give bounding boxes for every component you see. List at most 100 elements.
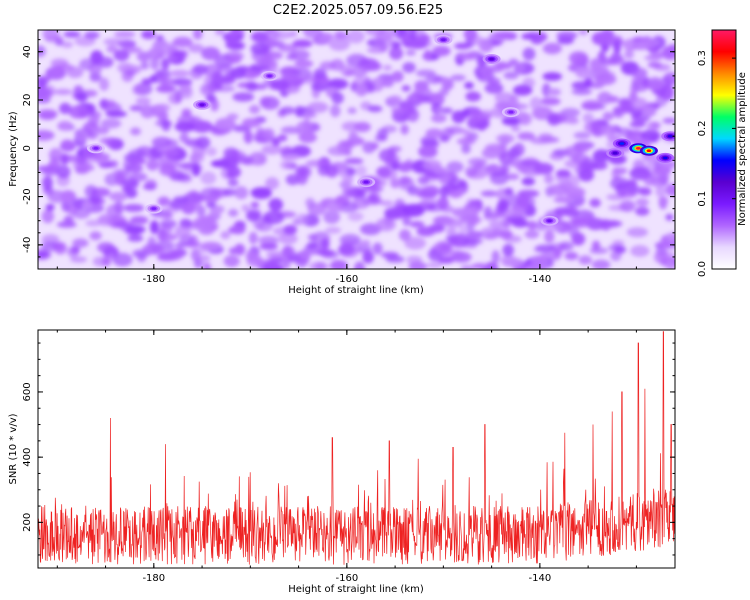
heatmap-cell (461, 143, 471, 154)
snr-frame (37, 329, 676, 569)
snr-x-axis-label: Height of straight line (km) (288, 584, 424, 595)
heatmap-x-tick-label: -160 (335, 274, 358, 285)
heatmap-cell (103, 38, 124, 46)
heatmap-cell (610, 177, 629, 190)
heatmap-cell (391, 70, 404, 83)
heatmap-cell (149, 220, 159, 235)
heatmap-cell (98, 213, 112, 227)
heatmap-cell (654, 250, 669, 264)
heatmap-cell (234, 243, 246, 256)
heatmap-cell (430, 113, 447, 123)
heatmap-cell (394, 198, 406, 211)
heatmap-cell (456, 52, 476, 61)
heatmap-hotspot (663, 156, 668, 160)
heatmap-cell (463, 30, 478, 41)
heatmap-cell (434, 106, 443, 113)
heatmap-cell (515, 86, 532, 95)
heatmap-cell (89, 231, 102, 241)
heatmap-cell (542, 42, 562, 55)
heatmap-cell (294, 105, 305, 118)
heatmap-cell (259, 242, 278, 251)
heatmap-cell (109, 191, 128, 202)
heatmap-cell (353, 261, 366, 269)
heatmap-cell (362, 198, 384, 206)
heatmap-cell (573, 131, 591, 139)
heatmap-cell (355, 165, 367, 177)
heatmap-cell (565, 187, 586, 198)
heatmap-cell (348, 131, 359, 142)
heatmap-cell (296, 213, 309, 225)
heatmap-cell (327, 200, 338, 213)
heatmap-cell (378, 148, 396, 163)
heatmap-cell (297, 73, 309, 80)
heatmap-cell (307, 233, 318, 241)
heatmap-cell (245, 250, 259, 262)
heatmap-cell (172, 36, 193, 48)
heatmap-cell (188, 43, 204, 53)
heatmap-cell (200, 83, 215, 96)
heatmap-cell (620, 99, 632, 114)
heatmap-cell (372, 242, 383, 255)
snr-x-ticks: -180 -160 -140 (56, 330, 637, 584)
heatmap-cell (249, 65, 270, 72)
heatmap-cell (420, 135, 438, 147)
heatmap-cell (347, 211, 364, 222)
heatmap-cell (157, 254, 178, 262)
heatmap-cell (454, 42, 472, 50)
heatmap-cell (653, 63, 671, 72)
heatmap-cell (591, 259, 611, 269)
heatmap-cell (262, 210, 285, 225)
heatmap-cell (217, 64, 233, 73)
heatmap-cell (565, 207, 579, 218)
colorbar-tick-label: 0.2 (697, 120, 708, 136)
heatmap-hotspot (508, 110, 514, 114)
heatmap-cell (377, 128, 388, 140)
heatmap-cell (328, 37, 350, 51)
heatmap-cell (496, 188, 509, 201)
heatmap-cell (38, 130, 55, 141)
heatmap-hotspot (636, 147, 641, 150)
heatmap-cell (572, 218, 590, 228)
heatmap-cell (222, 188, 236, 197)
snr-y-ticks: 200 400 600 (22, 342, 675, 556)
heatmap-cell (581, 100, 602, 111)
heatmap-cell (544, 173, 554, 185)
heatmap-cell (508, 58, 519, 66)
heatmap-cell (192, 30, 203, 40)
heatmap-cell (60, 190, 77, 204)
heatmap-cell (496, 62, 513, 70)
heatmap-cell (584, 121, 605, 134)
heatmap-cell (142, 243, 165, 255)
heatmap-cell (158, 233, 178, 241)
heatmap-cell (339, 233, 361, 246)
heatmap-cell (243, 130, 253, 144)
heatmap-cell (460, 264, 475, 269)
heatmap-cell (38, 77, 49, 88)
heatmap-cell (197, 254, 211, 262)
heatmap-cell (362, 250, 374, 264)
heatmap-cell (521, 159, 542, 167)
heatmap-cell (264, 30, 280, 41)
colorbar-tick-label: 0.0 (697, 261, 708, 277)
heatmap-cell (365, 30, 386, 37)
heatmap-cell (513, 142, 525, 157)
heatmap-cell (112, 252, 133, 267)
heatmap-hotspot (612, 151, 618, 155)
heatmap-cell (534, 244, 557, 253)
heatmap-cell (547, 112, 561, 126)
heatmap-cell (518, 112, 532, 126)
heatmap-cell (347, 107, 357, 114)
heatmap-cell (54, 241, 67, 255)
heatmap-cell (318, 77, 330, 84)
heatmap-cell (578, 168, 595, 182)
heatmap-cell (214, 117, 236, 131)
heatmap-cell (268, 198, 284, 212)
heatmap-cell (84, 31, 100, 39)
heatmap-cell (242, 118, 262, 128)
heatmap-cell (84, 184, 98, 198)
heatmap-cell (125, 188, 138, 199)
heatmap-cell (467, 116, 484, 124)
heatmap-cell (152, 39, 170, 54)
heatmap-cell (174, 121, 196, 133)
heatmap-cell (313, 68, 327, 80)
